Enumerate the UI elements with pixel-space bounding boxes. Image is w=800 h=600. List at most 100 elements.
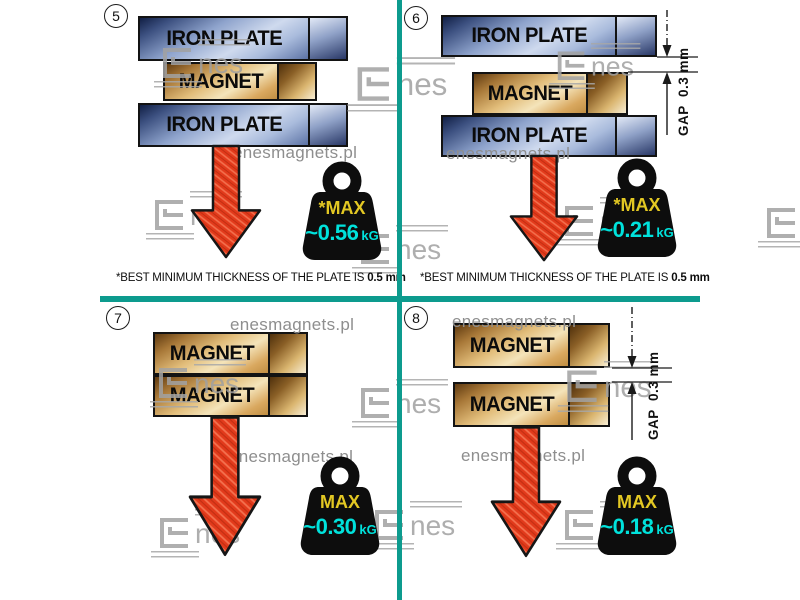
magnet-side <box>268 334 306 373</box>
panel-7-number-label: 7 <box>114 310 122 326</box>
enes-logo-e <box>357 67 389 101</box>
magnet-side <box>568 384 608 425</box>
footnote-text: *BEST MINIMUM THICKNESS OF THE PLATE IS <box>116 272 365 284</box>
iron-plate-side <box>308 18 346 59</box>
max-label: MAX <box>320 492 360 512</box>
logo-lines <box>146 233 194 241</box>
enes-logo-icon: nes <box>758 198 800 250</box>
footnote-bold: 0.5 mm <box>671 272 710 284</box>
enes-logo-e <box>557 51 585 80</box>
magnet-top-p8: MAGNET <box>453 323 610 368</box>
logo-lines <box>396 57 456 68</box>
panel-8-number: 8 <box>404 306 428 330</box>
magnet-bottom-p7: MAGNET <box>153 375 308 417</box>
iron-plate-face: IRON PLATE <box>443 17 615 55</box>
max-label: MAX <box>617 492 657 512</box>
force-unit: kG <box>359 522 377 537</box>
gap-dimension-p8 <box>612 307 672 440</box>
footnote-text: *BEST MINIMUM THICKNESS OF THE PLATE IS <box>420 272 669 284</box>
footnote-bold: 0.5 mm <box>367 272 406 284</box>
logo-lines <box>410 501 462 510</box>
panel-5-number: 5 <box>104 4 128 28</box>
logo-lines <box>352 421 400 429</box>
down-arrow-icon <box>490 425 562 558</box>
panel-7-number: 7 <box>106 306 130 330</box>
gap-dimension-p6 <box>628 10 698 135</box>
enes-logo-e <box>160 518 188 548</box>
enes-logo-icon: nes <box>549 42 644 91</box>
logo-lines <box>151 551 199 559</box>
block-label: IRON PLATE <box>166 113 282 136</box>
logo-lines <box>198 39 250 48</box>
block-label: MAGNET <box>469 392 554 416</box>
magnet-p6: MAGNET <box>472 72 628 115</box>
logo-suffix: nes <box>396 388 442 419</box>
block-label: IRON PLATE <box>471 24 587 47</box>
horizontal-divider <box>100 296 700 302</box>
force-number: ~0.18 <box>600 514 654 539</box>
logo-lines <box>557 405 609 414</box>
force-value: ~0.18 kG <box>591 514 683 540</box>
iron-plate-top-p6: IRON PLATE <box>441 15 657 57</box>
force-number: ~0.30 <box>303 514 357 539</box>
force-unit: kG <box>656 225 674 240</box>
logo-suffix: nes <box>591 51 634 81</box>
panel-6-number-label: 6 <box>412 10 420 26</box>
enes-logo-e <box>361 388 389 418</box>
logo-suffix: nes <box>396 67 448 102</box>
logo-suffix: nes <box>396 234 442 265</box>
gap-label-p8: GAP 0.3 mm <box>646 351 661 440</box>
watermark-site-text: enesmagnets.pl <box>229 447 354 466</box>
magnet-side <box>568 325 608 366</box>
panel-5-number-label: 5 <box>112 8 120 24</box>
magnet-side <box>277 64 315 99</box>
force-value: ~0.30 kG <box>294 514 386 540</box>
logo-lines <box>352 267 400 275</box>
magnet-top-p7: MAGNET <box>153 332 308 375</box>
max-label: *MAX <box>318 198 366 218</box>
iron-plate-bottom-p5: IRON PLATE <box>138 103 348 147</box>
enes-logo-e <box>163 48 191 78</box>
logo-suffix: nes <box>198 48 244 79</box>
iron-plate-face: IRON PLATE <box>140 18 308 59</box>
enes-logo-e <box>567 370 597 402</box>
kettlebell-icon <box>597 456 677 555</box>
magnet-side <box>586 74 626 113</box>
logo-lines <box>347 104 402 114</box>
magnet-face: MAGNET <box>474 74 586 113</box>
iron-plate-face: IRON PLATE <box>443 117 615 155</box>
weight-p6: *MAX ~0.21 kG <box>591 157 683 259</box>
logo-lines <box>150 401 198 409</box>
iron-plate-face: IRON PLATE <box>140 105 308 145</box>
iron-plate-top-p5: IRON PLATE <box>138 16 348 61</box>
weight-p5: *MAX ~0.56 kG <box>296 160 388 262</box>
force-unit: kG <box>656 522 674 537</box>
watermark-site-text: enesmagnets.pl <box>452 312 577 331</box>
watermark-site-text: enesmagnets.pl <box>233 143 358 162</box>
force-unit: kG <box>361 228 379 243</box>
logo-lines <box>194 359 246 368</box>
magnet-p5: MAGNET <box>163 62 317 101</box>
magnet-face: MAGNET <box>165 64 277 99</box>
enes-logo-e <box>155 200 183 230</box>
footnote-p6: *BEST MINIMUM THICKNESS OF THE PLATE IS … <box>420 272 710 284</box>
footnote-p5: *BEST MINIMUM THICKNESS OF THE PLATE IS … <box>116 272 406 284</box>
enes-logo-icon: nes <box>154 38 254 90</box>
block-label: IRON PLATE <box>471 124 587 147</box>
block-label: MAGNET <box>469 333 554 357</box>
force-value: ~0.56 kG <box>296 220 388 246</box>
magnet-face: MAGNET <box>455 384 568 425</box>
block-label: MAGNET <box>169 341 254 365</box>
logo-lines <box>591 42 641 52</box>
magnet-face: MAGNET <box>455 325 568 366</box>
iron-plate-side <box>308 105 346 145</box>
max-label: *MAX <box>613 195 661 215</box>
magnet-face: MAGNET <box>155 334 268 373</box>
logo-lines <box>556 239 604 247</box>
enes-logo-e <box>159 368 187 398</box>
iron-plate-side <box>615 117 655 155</box>
kettlebell-icon <box>597 158 677 257</box>
block-label: IRON PLATE <box>166 26 282 50</box>
enes-logo-e <box>767 208 795 238</box>
